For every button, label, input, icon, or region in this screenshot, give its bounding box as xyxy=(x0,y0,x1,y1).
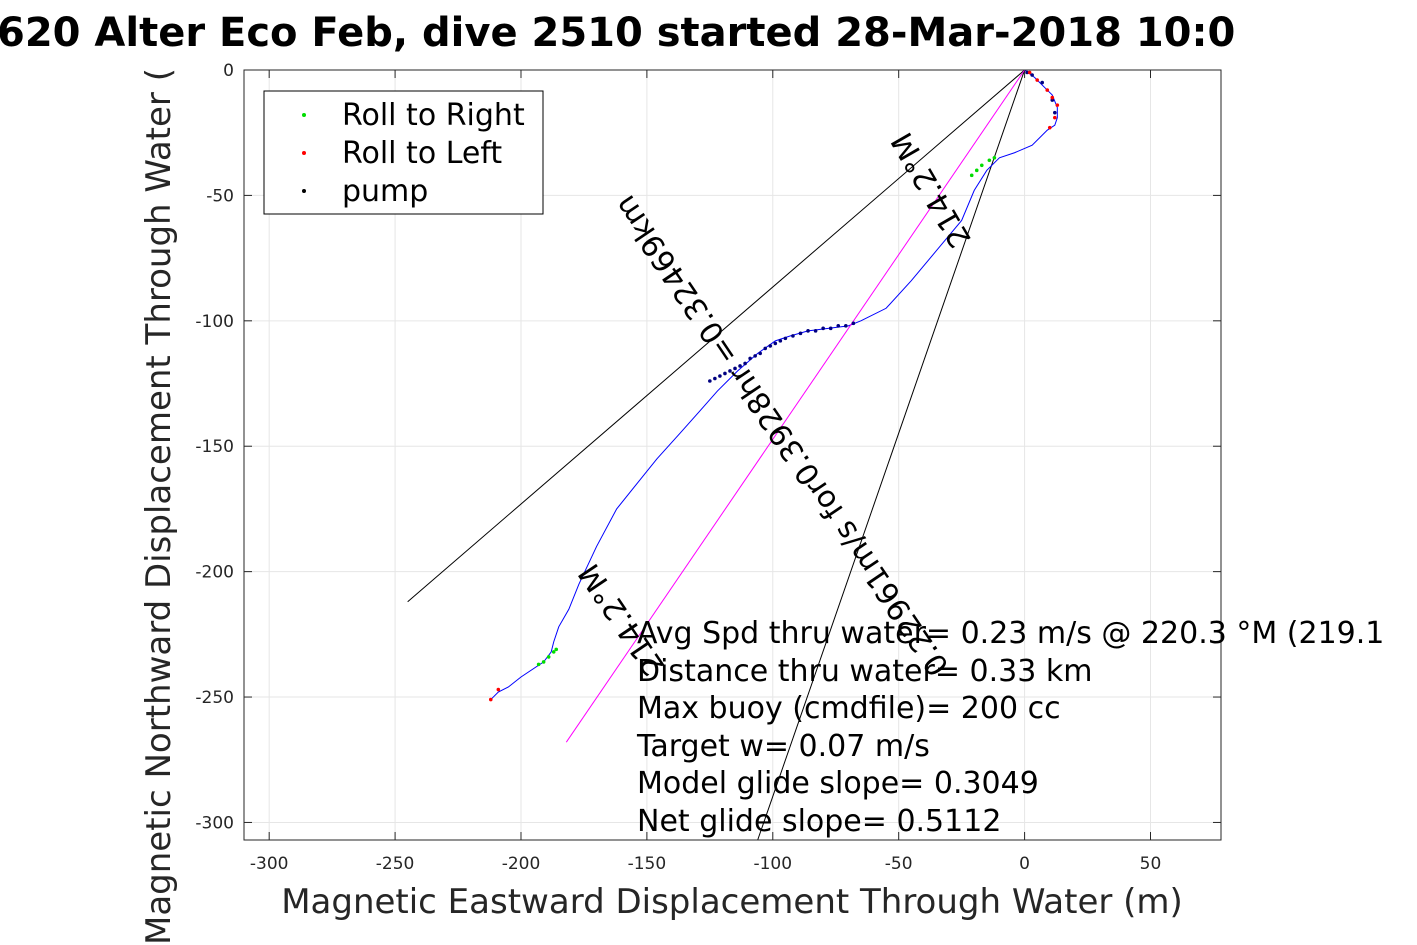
roll-right-point xyxy=(551,650,556,654)
legend-box xyxy=(263,90,544,215)
reference-line xyxy=(757,69,1026,841)
roll-left-point xyxy=(1050,95,1055,100)
roll-left-point xyxy=(1027,70,1032,75)
stat-distance: Distance thru water= 0.33 km xyxy=(637,654,1092,689)
stat-max-buoy: Max buoy (cmdfile)= 200 cc xyxy=(637,691,1061,726)
pump-point xyxy=(791,334,795,338)
pump-point xyxy=(1030,73,1034,77)
pump-point xyxy=(1053,110,1057,115)
y-tick-label: -250 xyxy=(195,688,234,708)
pump-point xyxy=(773,341,778,346)
roll-right-point xyxy=(979,163,984,168)
legend-label-roll-left: Roll to Left xyxy=(342,136,502,171)
pump-point xyxy=(813,329,818,333)
pump-point xyxy=(1025,70,1029,75)
pump-point xyxy=(851,321,856,326)
y-tick-label: 0 xyxy=(223,61,234,81)
pump-point xyxy=(844,324,848,328)
roll-right-point xyxy=(974,168,979,173)
stat-net-glide: Net glide slope= 0.5112 xyxy=(637,804,1001,839)
pump-point xyxy=(768,344,773,348)
roll-right-point xyxy=(546,655,551,659)
roll-right-point xyxy=(554,647,559,652)
pump-point xyxy=(728,369,732,373)
stat-avg-speed: Avg Spd thru water= 0.23 m/s @ 220.3 °M … xyxy=(637,616,1384,651)
roll-left-point xyxy=(1035,78,1039,82)
roll-left-point xyxy=(1053,115,1057,120)
stat-model-glide: Model glide slope= 0.3049 xyxy=(637,766,1039,801)
x-tick-label: -100 xyxy=(753,854,792,874)
legend-label-roll-right: Roll to Right xyxy=(342,98,525,133)
pump-point xyxy=(743,361,747,366)
pump-point xyxy=(718,374,722,378)
pump-point xyxy=(806,329,810,333)
y-tick-label: -100 xyxy=(195,312,234,332)
pump-point xyxy=(733,366,737,371)
roll-right-point xyxy=(541,660,546,664)
x-tick-labels: -300 -250 -200 -150 -100 -50 0 50 xyxy=(250,854,1161,874)
chart-title: 620 Alter Eco Feb, dive 2510 started 28-… xyxy=(0,10,1235,56)
pump-point xyxy=(753,354,757,358)
x-axis-label: Magnetic Eastward Displacement Through W… xyxy=(281,882,1183,922)
x-tick-label: -300 xyxy=(250,854,289,874)
pump-point xyxy=(783,336,788,341)
legend-label-pump: pump xyxy=(342,174,428,209)
pump-point xyxy=(748,356,752,361)
pump-point xyxy=(821,326,825,331)
legend-marker-roll-left xyxy=(302,151,306,155)
pump-point xyxy=(778,339,783,343)
y-tick-label: -300 xyxy=(195,813,234,833)
roll-right-point xyxy=(969,173,974,178)
stat-target-w: Target w= 0.07 m/s xyxy=(636,729,930,764)
pump-point xyxy=(836,324,841,328)
pump-point xyxy=(798,331,803,336)
pump-point xyxy=(708,379,712,383)
roll-left-point xyxy=(1055,103,1060,107)
x-tick-label: -150 xyxy=(628,854,667,874)
legend: Roll to Right Roll to Left pump xyxy=(263,90,544,215)
roll-right-point xyxy=(992,155,997,160)
pump-point xyxy=(723,371,727,376)
x-tick-label: 0 xyxy=(1019,854,1030,874)
reference-lines xyxy=(407,69,1026,841)
x-tick-label: -250 xyxy=(376,854,415,874)
pump-point xyxy=(738,364,742,368)
stats-block: Avg Spd thru water= 0.23 m/s @ 220.3 °M … xyxy=(636,616,1384,839)
roll-left-point xyxy=(1047,125,1052,130)
y-axis-label: Magnetic Northward Displacement Through … xyxy=(139,68,179,945)
pump-point xyxy=(1050,98,1055,102)
pump-point xyxy=(828,326,833,331)
roll-right-point xyxy=(536,662,541,667)
y-tick-label: -200 xyxy=(195,563,234,583)
pump-point xyxy=(758,351,762,356)
roll-left-point xyxy=(1045,88,1050,92)
y-tick-label: -50 xyxy=(206,186,234,206)
roll-left-point xyxy=(488,697,493,702)
data-markers xyxy=(488,70,1060,702)
legend-marker-roll-right xyxy=(302,113,306,117)
pump-point xyxy=(763,346,768,351)
roll-right-point xyxy=(987,158,992,163)
y-tick-labels: 0 -50 -100 -150 -200 -250 -300 xyxy=(195,61,234,833)
x-tick-label: -200 xyxy=(502,854,541,874)
legend-marker-pump xyxy=(302,189,306,193)
pump-point xyxy=(1040,80,1045,85)
y-tick-label: -150 xyxy=(195,437,234,457)
x-tick-label: 50 xyxy=(1140,854,1162,874)
series-line-heading-line xyxy=(565,69,1026,743)
roll-left-point xyxy=(496,687,501,692)
pump-point xyxy=(713,376,717,381)
reference-line xyxy=(407,69,1025,603)
plot-frame xyxy=(243,69,1222,841)
x-tick-label: -50 xyxy=(885,854,913,874)
